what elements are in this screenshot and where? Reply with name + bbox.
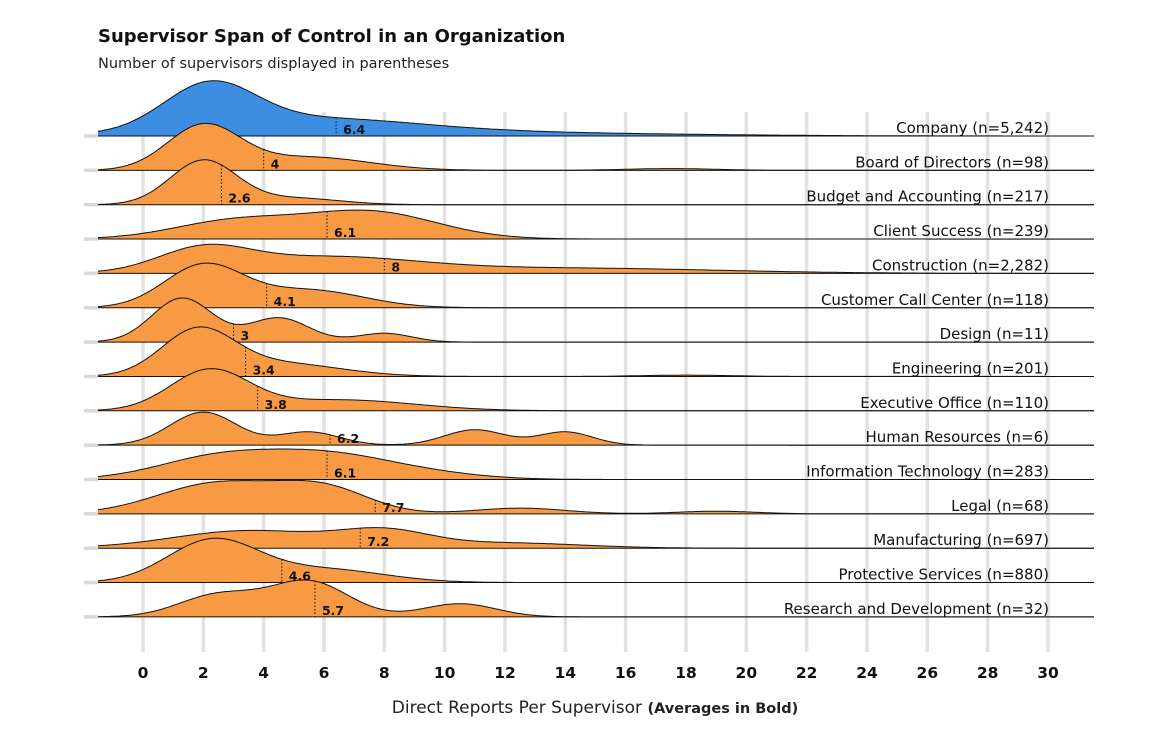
x-tick-label: 0 bbox=[138, 664, 149, 682]
x-tick-label: 8 bbox=[379, 664, 390, 682]
series-label: Board of Directors (n=98) bbox=[855, 153, 1049, 171]
mean-label: 7.7 bbox=[382, 500, 404, 515]
x-tick-label: 26 bbox=[917, 664, 939, 682]
ridge-series: 6.2 Human Resources (n=6) bbox=[84, 411, 1094, 447]
chart-title: Supervisor Span of Control in an Organiz… bbox=[98, 26, 566, 47]
mean-label: 4 bbox=[271, 156, 280, 171]
ridge-area bbox=[98, 538, 1094, 583]
x-tick-label: 16 bbox=[615, 664, 637, 682]
x-axis-label: Direct Reports Per Supervisor bbox=[391, 698, 643, 718]
ridge-series: 6.4 Company (n=5,242) bbox=[84, 80, 1094, 138]
ridge-area bbox=[98, 159, 1094, 205]
x-tick-label: 4 bbox=[258, 664, 269, 682]
x-tick-label: 6 bbox=[319, 664, 330, 682]
ridge-series: 7.7 Legal (n=68) bbox=[84, 479, 1094, 516]
x-tick-label: 20 bbox=[736, 664, 758, 682]
x-axis-title: Direct Reports Per Supervisor (Averages … bbox=[0, 698, 1152, 718]
series-label: Engineering (n=201) bbox=[892, 359, 1049, 377]
mean-label: 6.4 bbox=[343, 122, 365, 137]
x-tick-label: 24 bbox=[856, 664, 878, 682]
ridge-area bbox=[98, 210, 1094, 240]
mean-label: 6.1 bbox=[334, 466, 356, 481]
series-label: Legal (n=68) bbox=[951, 497, 1049, 515]
series-label: Budget and Accounting (n=217) bbox=[806, 188, 1049, 206]
mean-label: 4.1 bbox=[274, 294, 296, 309]
ridge-series: 4.6 Protective Services (n=880) bbox=[84, 537, 1094, 585]
ridge-area bbox=[98, 579, 1094, 617]
series-label: Human Resources (n=6) bbox=[865, 428, 1049, 446]
x-tick-label: 12 bbox=[494, 664, 516, 682]
mean-label: 3.4 bbox=[253, 362, 275, 377]
ridge-area bbox=[98, 480, 1094, 514]
ridge-layer: 6.4 Company (n=5,242) 4 Board of Directors … bbox=[84, 80, 1094, 619]
chart-subtitle: Number of supervisors displayed in paren… bbox=[98, 56, 450, 72]
ridge-series: 7.2 Manufacturing (n=697) bbox=[84, 527, 1094, 550]
ridge-area bbox=[98, 263, 1094, 308]
x-axis-label-note: (Averages in Bold) bbox=[647, 701, 799, 717]
ridge-area bbox=[98, 80, 1094, 136]
x-tick-label: 22 bbox=[796, 664, 818, 682]
series-label: Design (n=11) bbox=[940, 325, 1049, 343]
series-label: Company (n=5,242) bbox=[896, 119, 1049, 137]
ridge-series: 2.6 Budget and Accounting (n=217) bbox=[84, 159, 1094, 207]
series-label: Research and Development (n=32) bbox=[784, 600, 1049, 618]
ridge-series: 4.1 Customer Call Center (n=118) bbox=[84, 262, 1094, 310]
series-label: Manufacturing (n=697) bbox=[873, 531, 1049, 549]
series-label: Information Technology (n=283) bbox=[806, 463, 1049, 481]
x-axis-ticks: 0 2 4 6 8 10 12 14 16 18 20 22 24 26 28 30 bbox=[138, 664, 1059, 682]
series-label: Executive Office (n=110) bbox=[860, 394, 1049, 412]
mean-label: 3.8 bbox=[265, 397, 287, 412]
ridge-area bbox=[98, 449, 1094, 480]
x-tick-label: 30 bbox=[1037, 664, 1059, 682]
ridge-area bbox=[98, 527, 1094, 549]
mean-label: 6.1 bbox=[334, 225, 356, 240]
mean-label: 5.7 bbox=[322, 603, 344, 618]
ridge-series: 6.1 Information Technology (n=283) bbox=[84, 448, 1094, 482]
series-label: Customer Call Center (n=118) bbox=[821, 291, 1049, 309]
series-label: Client Success (n=239) bbox=[873, 222, 1049, 240]
mean-label: 6.2 bbox=[337, 431, 359, 446]
x-tick-label: 18 bbox=[675, 664, 697, 682]
mean-label: 3 bbox=[241, 328, 250, 343]
x-tick-label: 28 bbox=[977, 664, 999, 682]
series-label: Construction (n=2,282) bbox=[872, 256, 1049, 274]
ridge-area bbox=[98, 244, 1094, 274]
x-tick-label: 14 bbox=[555, 664, 577, 682]
mean-label: 8 bbox=[391, 259, 400, 274]
ridge-series: 6.1 Client Success (n=239) bbox=[84, 209, 1094, 241]
mean-label: 7.2 bbox=[367, 534, 389, 549]
x-tick-label: 2 bbox=[198, 664, 209, 682]
series-label: Protective Services (n=880) bbox=[838, 566, 1049, 584]
mean-label: 2.6 bbox=[228, 191, 250, 206]
ridge-series: 5.7 Research and Development (n=32) bbox=[84, 579, 1094, 619]
ridge-series: 8 Construction (n=2,282) bbox=[84, 243, 1094, 276]
x-tick-label: 10 bbox=[434, 664, 456, 682]
ridge-series: 3.8 Executive Office (n=110) bbox=[84, 368, 1094, 413]
